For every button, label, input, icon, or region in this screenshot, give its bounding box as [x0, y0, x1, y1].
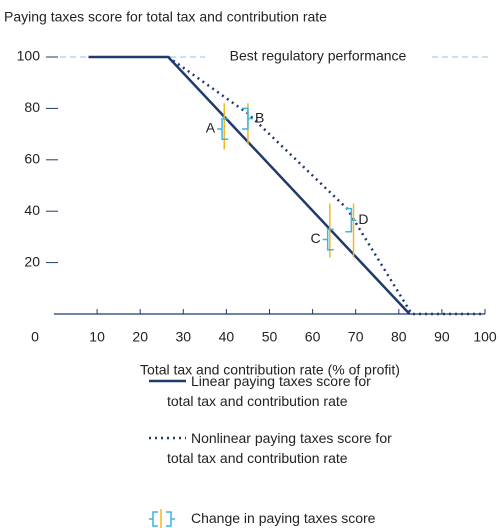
y-tick-label: 60: [24, 151, 40, 167]
y-tick-label: 80: [24, 99, 40, 115]
x-tick-label: 90: [434, 329, 450, 345]
annotation-label: C: [311, 230, 321, 246]
legend-linear: Linear paying taxes score for total tax …: [167, 373, 371, 409]
x-tick-label: 40: [219, 329, 235, 345]
series-line: [88, 55, 411, 315]
annotation-label: B: [255, 109, 264, 125]
x-tick-label: 20: [132, 329, 148, 345]
y-tick-label: 40: [24, 202, 40, 218]
legend-bracket-icon: [149, 511, 175, 527]
x-tick-label: 50: [262, 329, 278, 345]
y-tick-label: 100: [17, 48, 41, 64]
annotation-label: A: [206, 120, 216, 136]
series-line: [167, 55, 485, 316]
x-tick-label: 10: [89, 329, 105, 345]
x-tick-label: 80: [391, 329, 407, 345]
reference-label: Best regulatory performance: [230, 48, 407, 64]
x-tick-label: 100: [473, 329, 497, 345]
chart-title: Paying taxes score for total tax and con…: [4, 9, 327, 25]
annotation-label: D: [358, 211, 368, 227]
x-tick-label: 0: [31, 329, 39, 345]
x-tick-label: 70: [348, 329, 364, 345]
change-bracket: [217, 117, 229, 140]
change-bracket: [345, 207, 357, 233]
change-bracket: [322, 228, 334, 251]
y-tick-label: 20: [24, 253, 40, 269]
x-tick-label: 60: [305, 329, 321, 345]
x-tick-label: 30: [176, 329, 192, 345]
legend-nonlinear: Nonlinear paying taxes score for total t…: [167, 430, 392, 466]
x-axis-label: Total tax and contribution rate (% of pr…: [140, 362, 400, 378]
legend-bracket: Change in paying taxes score: [191, 510, 376, 526]
change-bracket: [241, 107, 253, 130]
